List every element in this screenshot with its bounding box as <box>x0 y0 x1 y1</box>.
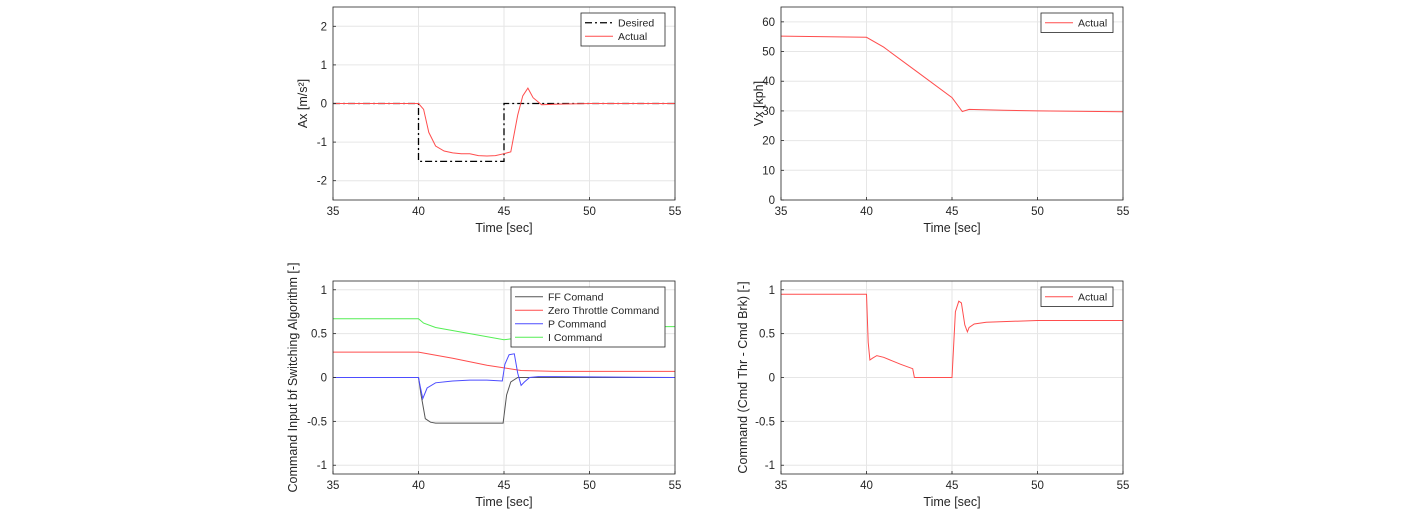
legend: Actual <box>1040 12 1114 33</box>
y-tick-label: -1 <box>317 460 327 472</box>
x-tick-label: 35 <box>327 480 340 492</box>
y-tick-label: -0.5 <box>755 416 775 428</box>
series-line-cmd-0 <box>333 377 675 424</box>
y-axis-label: Ax [m/s²] <box>296 79 310 128</box>
y-tick-label: 20 <box>762 136 775 148</box>
y-tick-label: 0.5 <box>311 329 327 341</box>
y-tick-label: 30 <box>762 106 775 118</box>
series-line-ax-1 <box>333 87 675 157</box>
x-tick-label: 55 <box>669 206 682 218</box>
y-tick-label: -1 <box>317 137 327 149</box>
x-tick-label: 55 <box>1117 480 1130 492</box>
legend-label: P Command <box>548 319 606 331</box>
series-line-cmd-2 <box>333 353 675 401</box>
x-tick-label: 35 <box>775 480 788 492</box>
x-axis-label: Time [sec] <box>923 495 980 509</box>
x-tick-label: 55 <box>1117 206 1130 218</box>
x-tick-label: 45 <box>946 480 959 492</box>
x-tick-label: 45 <box>946 206 959 218</box>
x-tick-label: 40 <box>860 206 873 218</box>
y-tick-label: 1 <box>321 60 327 72</box>
y-tick-label: 40 <box>762 76 775 88</box>
x-tick-label: 40 <box>860 480 873 492</box>
legend-label: Actual <box>618 31 647 43</box>
y-tick-label: 1 <box>769 285 775 297</box>
series-line-vx-0 <box>781 35 1123 113</box>
x-tick-label: 50 <box>1031 206 1044 218</box>
y-axis-label: Vx [kph] <box>752 81 766 126</box>
subplot-ax: 35 40 45 50 55 -2 -1 0 1 2 Time [sec] Ax [m/s²] Desi… <box>296 6 682 235</box>
y-tick-label: -0.5 <box>307 416 327 428</box>
legend-box <box>580 12 666 47</box>
x-axis-label: Time [sec] <box>923 221 980 235</box>
legend-label: Zero Throttle Command <box>548 305 659 317</box>
legend-box <box>1040 12 1114 33</box>
subplot-diff: 35 40 45 50 55 -1 -0.5 0 0.5 1 Time [sec] Command (… <box>736 280 1130 509</box>
y-tick-label: -2 <box>317 176 327 188</box>
legend-label: Desired <box>618 18 654 30</box>
y-tick-label: 60 <box>762 17 775 29</box>
y-tick-label: -1 <box>765 460 775 472</box>
y-tick-label: 0 <box>321 373 327 385</box>
x-tick-label: 45 <box>498 206 511 218</box>
x-tick-label: 40 <box>412 206 425 218</box>
legend: Actual <box>1040 286 1114 307</box>
x-tick-label: 55 <box>669 480 682 492</box>
x-tick-label: 50 <box>583 206 596 218</box>
x-axis-label: Time [sec] <box>475 221 532 235</box>
y-tick-label: 0 <box>769 373 775 385</box>
y-tick-label: 10 <box>762 165 775 177</box>
legend-box <box>1040 286 1114 307</box>
y-tick-label: 0 <box>769 195 775 207</box>
x-tick-label: 50 <box>583 480 596 492</box>
legend-label: I Command <box>548 332 602 344</box>
subplot-cmd: 35 40 45 50 55 -1 -0.5 0 0.5 1 Time [sec] Command I… <box>286 263 681 509</box>
series-line-diff-0 <box>781 293 1123 378</box>
x-tick-label: 35 <box>327 206 340 218</box>
x-tick-label: 50 <box>1031 480 1044 492</box>
legend-label: Actual <box>1078 18 1107 30</box>
x-tick-label: 40 <box>412 480 425 492</box>
legend-label: FF Comand <box>548 292 604 304</box>
x-axis-label: Time [sec] <box>475 495 532 509</box>
x-tick-label: 35 <box>775 206 788 218</box>
legend-label: Actual <box>1078 292 1107 304</box>
y-tick-label: 0.5 <box>759 329 775 341</box>
x-tick-label: 45 <box>498 480 511 492</box>
subplot-vx: 35 40 45 50 55 0 10 20 30 40 50 60 Time [sec] Vx [kph… <box>752 6 1130 235</box>
y-tick-label: 2 <box>321 21 327 33</box>
y-tick-label: 0 <box>321 99 327 111</box>
y-axis-label: Command (Cmd Thr - Cmd Brk) [-] <box>736 281 750 473</box>
y-tick-label: 50 <box>762 47 775 59</box>
y-tick-label: 1 <box>321 285 327 297</box>
y-axis-label: Command Input bf Switching Algorithm [-] <box>286 263 300 493</box>
